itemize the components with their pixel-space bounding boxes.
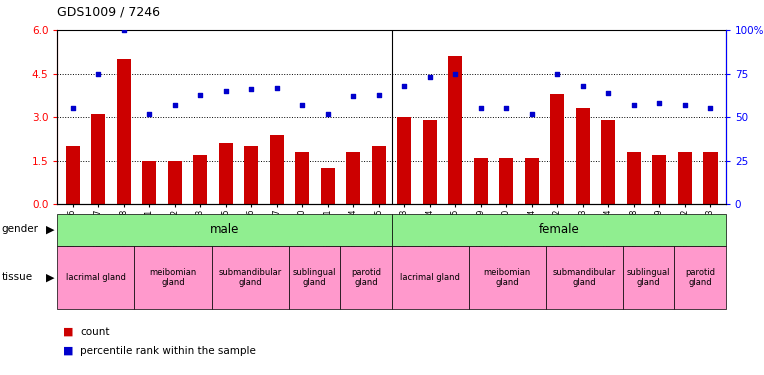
Point bbox=[704, 105, 717, 111]
Bar bbox=[392, 214, 726, 246]
Bar bbox=[321, 168, 335, 204]
Text: parotid
gland: parotid gland bbox=[351, 268, 380, 287]
Text: GDS1009 / 7246: GDS1009 / 7246 bbox=[57, 6, 160, 19]
Point bbox=[92, 70, 104, 76]
Text: tissue: tissue bbox=[2, 273, 33, 282]
Point bbox=[373, 92, 385, 98]
Bar bbox=[134, 246, 212, 309]
Point bbox=[474, 105, 487, 111]
Text: count: count bbox=[80, 327, 110, 337]
Bar bbox=[704, 152, 717, 204]
Point bbox=[347, 93, 359, 99]
Bar bbox=[270, 135, 283, 204]
Point bbox=[194, 92, 206, 98]
Bar bbox=[468, 246, 545, 309]
Bar bbox=[212, 246, 289, 309]
Point bbox=[296, 102, 309, 108]
Point bbox=[245, 86, 257, 92]
Text: ■: ■ bbox=[63, 346, 73, 355]
Bar bbox=[295, 152, 309, 204]
Bar bbox=[289, 246, 340, 309]
Point bbox=[602, 90, 614, 96]
Bar bbox=[66, 146, 79, 204]
Text: meibomian
gland: meibomian gland bbox=[150, 268, 196, 287]
Bar bbox=[340, 246, 392, 309]
Text: sublingual
gland: sublingual gland bbox=[293, 268, 336, 287]
Point bbox=[500, 105, 513, 111]
Bar bbox=[525, 158, 539, 204]
Text: male: male bbox=[210, 223, 239, 236]
Point bbox=[270, 84, 283, 90]
Point bbox=[628, 102, 640, 108]
Bar bbox=[372, 146, 386, 204]
Bar bbox=[57, 214, 392, 246]
Bar bbox=[601, 120, 616, 204]
Bar bbox=[91, 114, 105, 204]
Text: lacrimal gland: lacrimal gland bbox=[66, 273, 126, 282]
Point bbox=[169, 102, 181, 108]
Text: submandibular
gland: submandibular gland bbox=[553, 268, 616, 287]
Text: submandibular
gland: submandibular gland bbox=[219, 268, 282, 287]
Text: sublingual
gland: sublingual gland bbox=[627, 268, 671, 287]
Bar bbox=[142, 161, 156, 204]
Text: lacrimal gland: lacrimal gland bbox=[400, 273, 460, 282]
Bar bbox=[117, 59, 131, 204]
Bar bbox=[675, 246, 726, 309]
Point bbox=[398, 83, 410, 89]
Bar bbox=[550, 94, 565, 204]
Bar bbox=[576, 108, 590, 204]
Bar bbox=[678, 152, 692, 204]
Point bbox=[526, 111, 538, 117]
Bar bbox=[474, 158, 488, 204]
Bar bbox=[545, 246, 623, 309]
Text: percentile rank within the sample: percentile rank within the sample bbox=[80, 346, 256, 355]
Bar bbox=[57, 246, 134, 309]
Bar bbox=[167, 161, 182, 204]
Text: meibomian
gland: meibomian gland bbox=[484, 268, 531, 287]
Bar bbox=[193, 155, 207, 204]
Text: female: female bbox=[539, 223, 579, 236]
Text: ▶: ▶ bbox=[46, 225, 54, 234]
Bar bbox=[392, 246, 468, 309]
Bar bbox=[397, 117, 411, 204]
Point bbox=[143, 111, 155, 117]
Point bbox=[449, 70, 461, 76]
Bar bbox=[448, 56, 462, 204]
Bar bbox=[422, 120, 437, 204]
Bar bbox=[244, 146, 258, 204]
Bar bbox=[652, 155, 666, 204]
Point bbox=[424, 74, 436, 80]
Text: gender: gender bbox=[2, 225, 38, 234]
Point bbox=[679, 102, 691, 108]
Point bbox=[66, 105, 79, 111]
Bar bbox=[219, 143, 233, 204]
Point bbox=[577, 83, 589, 89]
Bar bbox=[500, 158, 513, 204]
Bar bbox=[346, 152, 361, 204]
Text: parotid
gland: parotid gland bbox=[685, 268, 715, 287]
Point bbox=[219, 88, 231, 94]
Bar bbox=[623, 246, 675, 309]
Point bbox=[118, 27, 130, 33]
Point bbox=[552, 70, 564, 76]
Text: ■: ■ bbox=[63, 327, 73, 337]
Bar bbox=[627, 152, 641, 204]
Point bbox=[653, 100, 665, 106]
Text: ▶: ▶ bbox=[46, 273, 54, 282]
Point bbox=[322, 111, 334, 117]
